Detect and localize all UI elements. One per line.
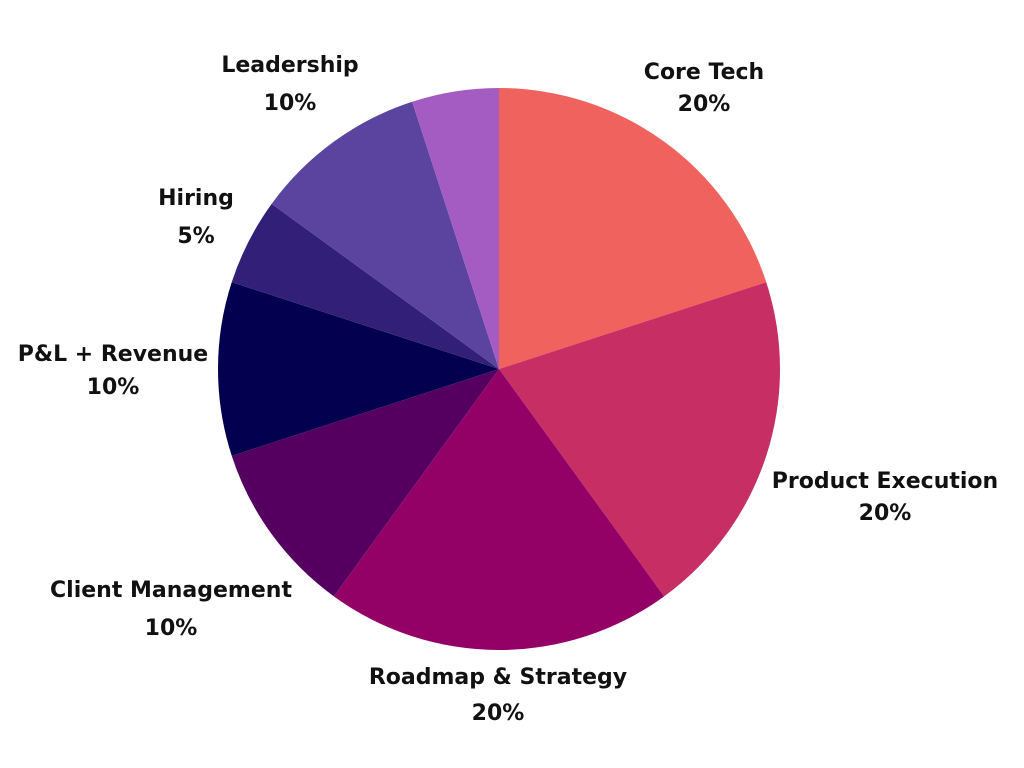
pie-slice-client-management — [231, 369, 499, 597]
pie-slice-roadmap-and-strategy — [333, 369, 665, 650]
pie-slice-pandl-plus-revenue — [217, 282, 500, 456]
slice-name-label: P&L + Revenue — [18, 342, 208, 367]
pie-slices — [217, 88, 781, 650]
slice-name-label: Core Tech — [644, 60, 764, 85]
slice-percent-label: 10% — [87, 375, 140, 400]
slice-percent-label: 5% — [177, 224, 214, 249]
slice-percent-label: 20% — [678, 92, 731, 117]
slice-name-label: Hiring — [158, 186, 234, 211]
pie-slice-unlabeled — [412, 88, 499, 369]
pie-labels: Core Tech 20% Product Execution 20% Roadmap … — [18, 53, 998, 726]
slice-name-label: Client Management — [50, 578, 292, 603]
slice-name-label: Product Execution — [772, 469, 998, 494]
slice-percent-label: 10% — [264, 91, 317, 116]
slice-percent-label: 20% — [859, 501, 912, 526]
pie-slice-product-execution — [499, 282, 781, 597]
slice-name-label: Roadmap & Strategy — [369, 665, 627, 690]
pie-slice-hiring — [231, 203, 499, 369]
pie-slice-leadership — [271, 101, 499, 369]
slice-name-label: Leadership — [221, 53, 358, 78]
pie-slice-core-tech — [499, 88, 767, 369]
slice-percent-label: 10% — [145, 616, 198, 641]
slice-percent-label: 20% — [472, 701, 525, 726]
